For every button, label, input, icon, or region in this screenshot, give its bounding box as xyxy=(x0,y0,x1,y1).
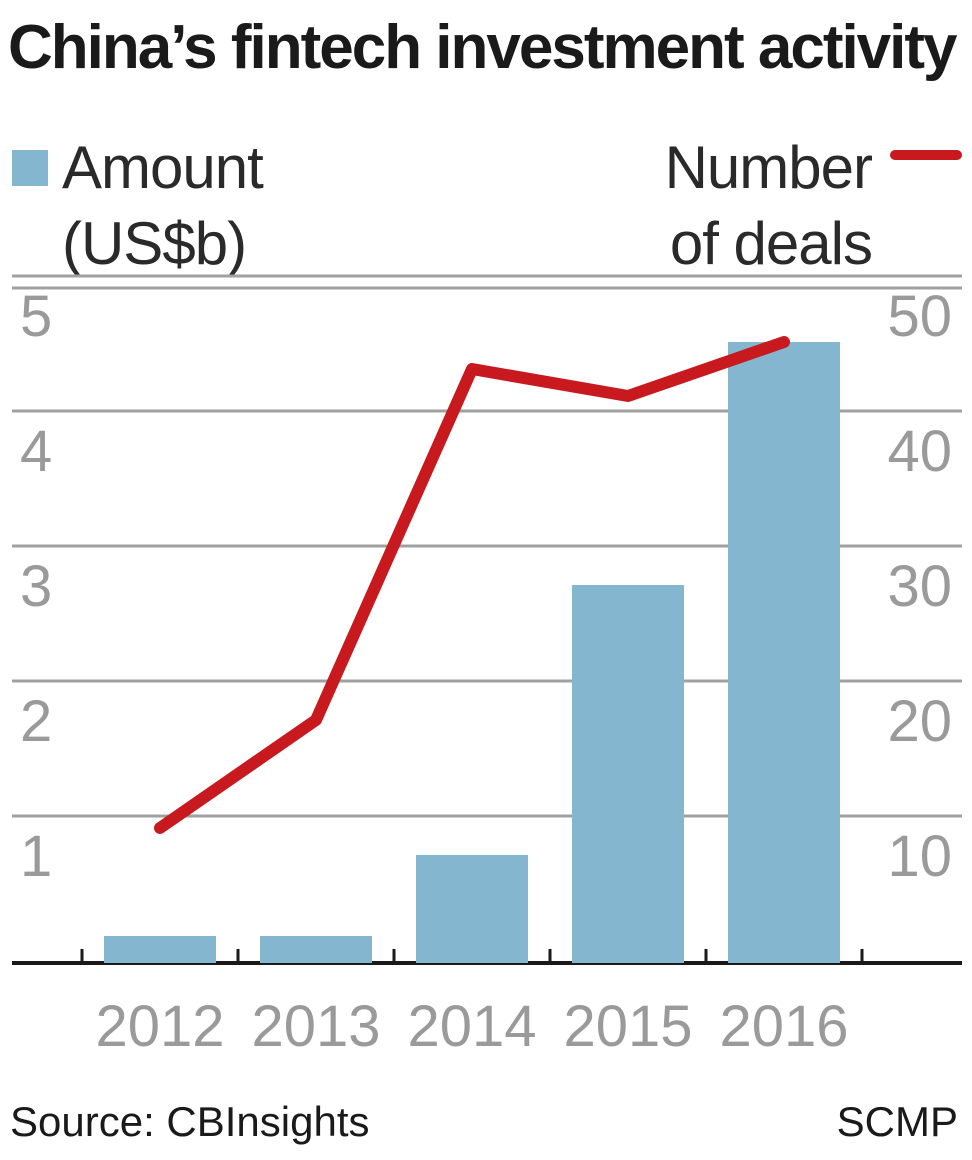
y-left-tick-label-4: 4 xyxy=(20,419,52,484)
y-right-tick-label-10: 10 xyxy=(887,824,952,889)
y-left-tick-label-2: 2 xyxy=(20,689,52,754)
line-layer xyxy=(154,336,790,834)
y-right-tick-label-30: 30 xyxy=(887,554,952,619)
x-tick-label-2015: 2015 xyxy=(563,994,692,1059)
x-tick-label-2013: 2013 xyxy=(251,994,380,1059)
legend-deals-line xyxy=(890,150,962,160)
y-left-tick-label-1: 1 xyxy=(20,824,52,889)
chart-title: China’s fintech investment activity xyxy=(8,13,958,82)
y-left-tick-label-3: 3 xyxy=(20,554,52,619)
legend-deals-label: Number of deals xyxy=(664,134,873,277)
legend-amount-label: Amount (US$b) xyxy=(62,134,264,277)
y-right-tick-label-40: 40 xyxy=(887,419,952,484)
credit-note: SCMP xyxy=(836,1098,958,1145)
bars-layer xyxy=(104,342,840,963)
bar-2013 xyxy=(260,936,372,963)
x-tick-label-2016: 2016 xyxy=(719,994,848,1059)
labels-layer: 1 2 3 4 5 10 20 30 40 50 2012 2013 2014 2015 2016 xyxy=(20,284,952,1059)
bar-2016 xyxy=(728,342,840,963)
bar-2012 xyxy=(104,936,216,963)
source-note: Source: CBInsights xyxy=(10,1098,370,1145)
x-tick-label-2014: 2014 xyxy=(407,994,536,1059)
y-right-tick-label-50: 50 xyxy=(887,284,952,349)
x-tick-label-2012: 2012 xyxy=(95,994,224,1059)
y-right-tick-label-20: 20 xyxy=(887,689,952,754)
deals-line xyxy=(154,336,790,834)
bar-2014 xyxy=(416,855,528,963)
legend-amount-swatch xyxy=(12,150,48,186)
bar-2015 xyxy=(572,585,684,963)
y-left-tick-label-5: 5 xyxy=(20,284,52,349)
